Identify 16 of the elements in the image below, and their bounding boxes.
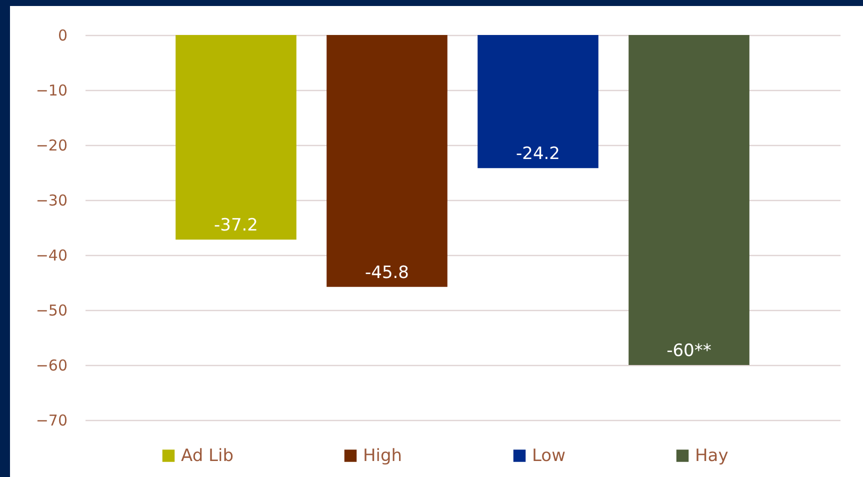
y-tick-label: −20 (36, 136, 68, 154)
y-tick-label: −70 (36, 412, 68, 430)
y-tick-label: −30 (36, 192, 68, 210)
data-label: -45.8 (365, 262, 409, 283)
y-tick-label: 0 (58, 26, 68, 44)
y-tick-label: −40 (36, 246, 68, 264)
legend-label: High (363, 446, 402, 466)
data-label: -60** (666, 341, 712, 361)
data-label: -37.2 (214, 216, 258, 236)
legend-label: Hay (695, 446, 728, 466)
y-tick-label: −50 (36, 302, 68, 320)
legend-label: Low (532, 446, 566, 466)
data-label: -24.2 (516, 144, 560, 164)
y-tick-label: −60 (36, 356, 68, 374)
y-tick-label: −10 (36, 82, 68, 100)
legend-label: Ad Lib (181, 446, 234, 466)
